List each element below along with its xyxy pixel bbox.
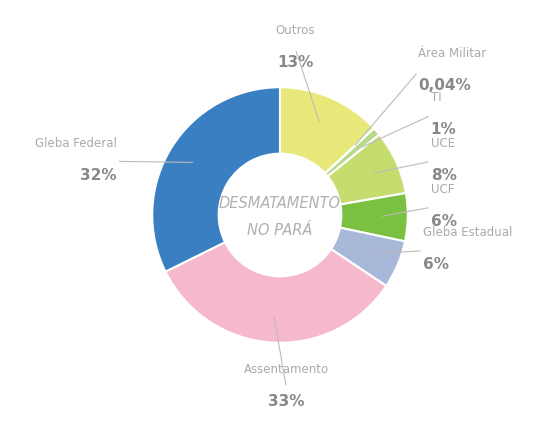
Text: Área Militar: Área Militar: [418, 47, 486, 60]
Text: 0,04%: 0,04%: [418, 78, 471, 93]
Text: 32%: 32%: [80, 168, 116, 183]
Text: Assentamento: Assentamento: [244, 363, 329, 376]
Text: 8%: 8%: [431, 168, 456, 183]
Text: UCE: UCE: [431, 137, 455, 150]
Text: 6%: 6%: [423, 257, 449, 272]
Text: Gleba Estadual: Gleba Estadual: [423, 226, 512, 239]
Wedge shape: [331, 227, 405, 286]
Text: Outros: Outros: [276, 25, 315, 37]
Text: TI: TI: [431, 91, 441, 104]
Text: 6%: 6%: [431, 214, 457, 229]
Wedge shape: [325, 129, 379, 176]
Wedge shape: [152, 87, 280, 272]
Wedge shape: [165, 242, 386, 343]
Text: Gleba Federal: Gleba Federal: [35, 137, 116, 150]
Wedge shape: [280, 87, 374, 173]
Text: UCF: UCF: [431, 183, 454, 196]
Text: 1%: 1%: [431, 122, 456, 137]
Wedge shape: [325, 128, 374, 173]
Text: 13%: 13%: [277, 55, 314, 70]
Wedge shape: [328, 135, 406, 205]
Text: 33%: 33%: [268, 394, 305, 409]
Wedge shape: [340, 193, 408, 241]
Text: DESMATAMENTO: DESMATAMENTO: [219, 196, 341, 211]
Text: NO PARÁ: NO PARÁ: [248, 223, 312, 238]
